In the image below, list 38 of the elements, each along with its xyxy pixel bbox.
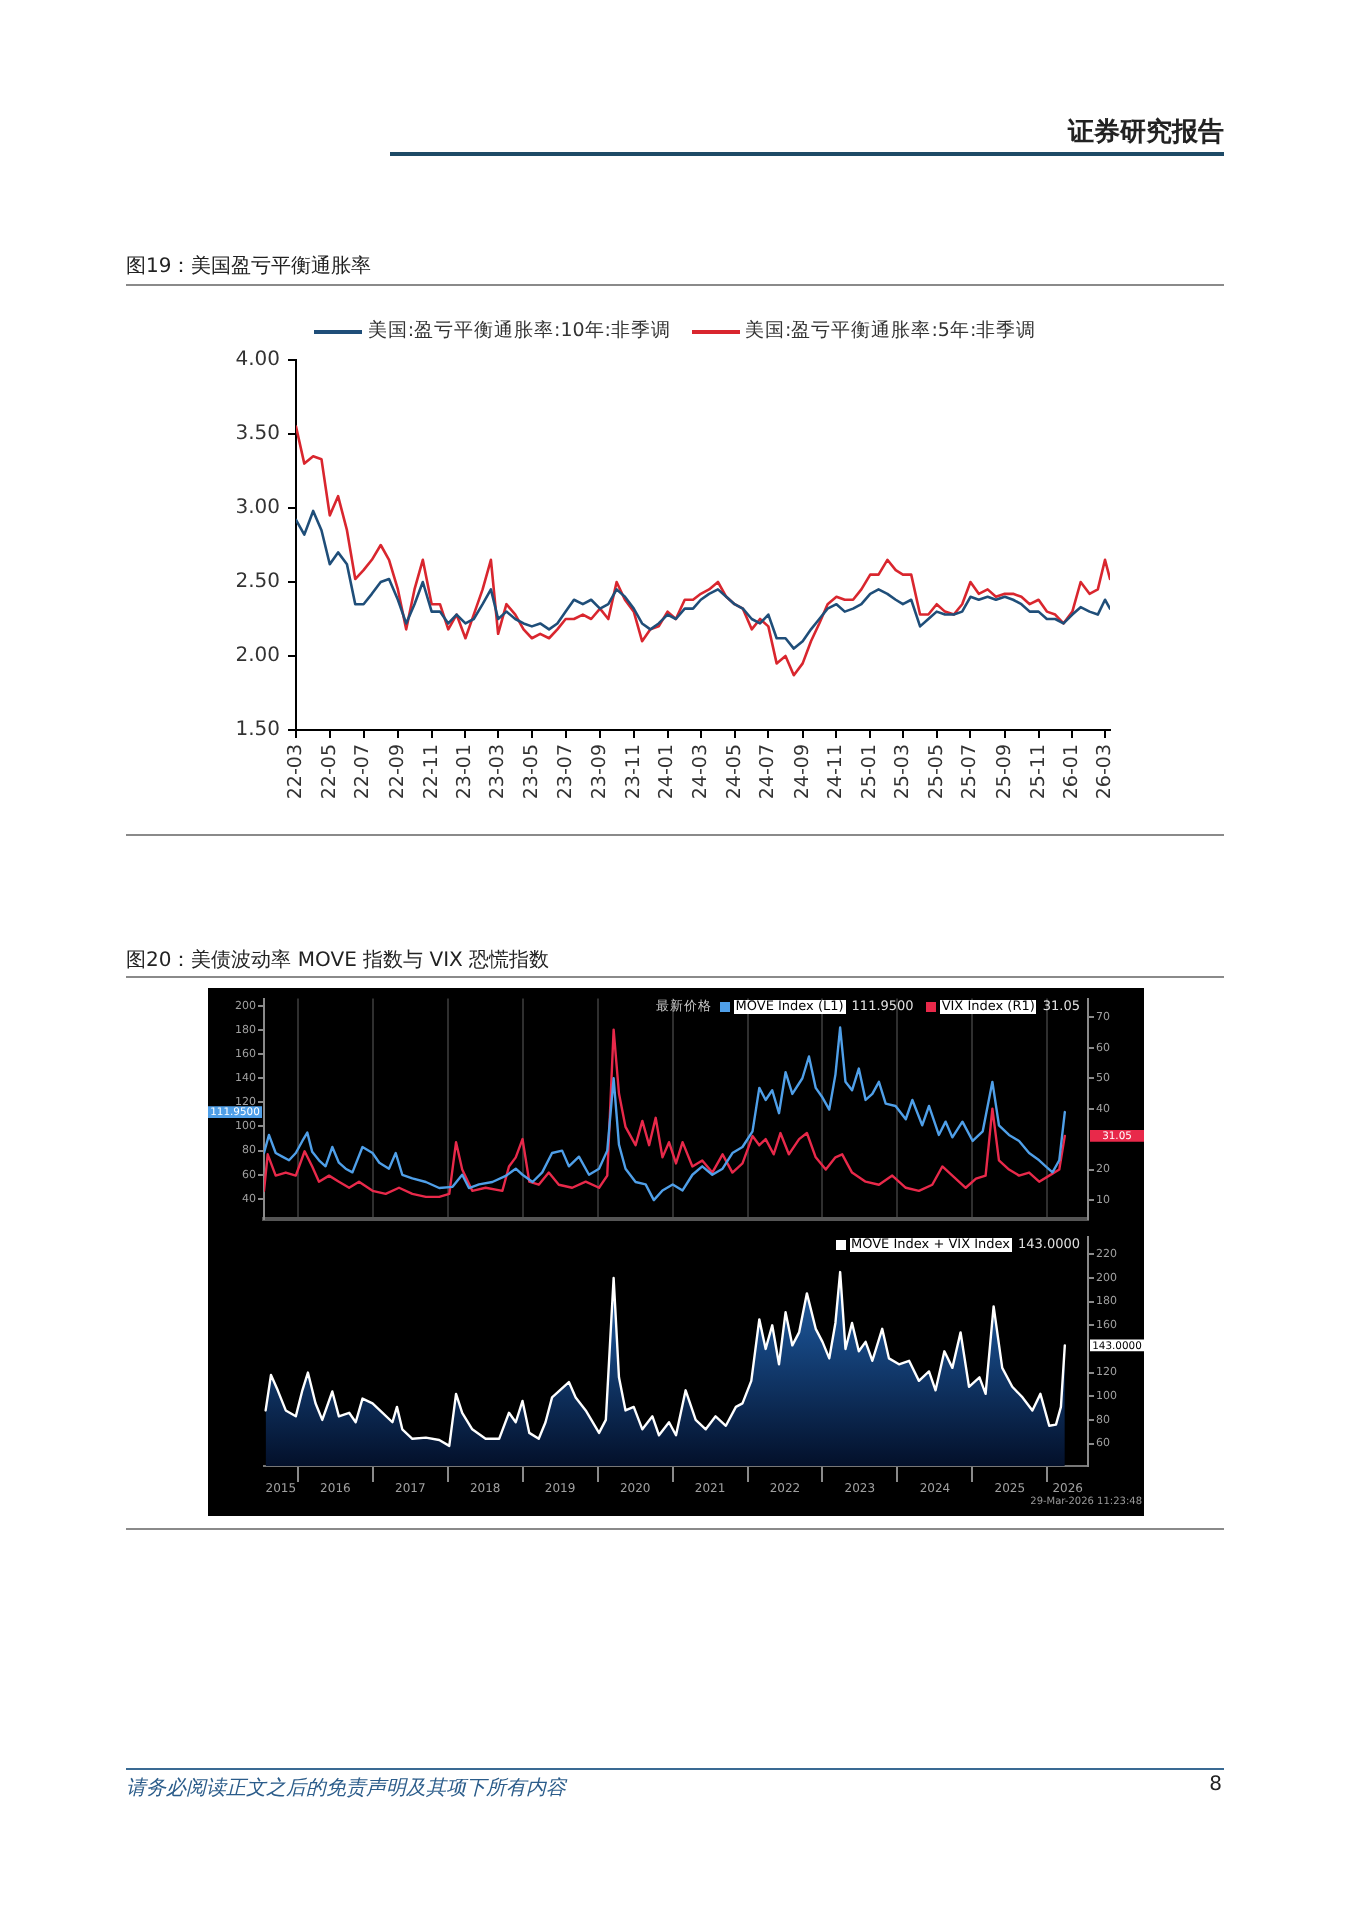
y-tick-label: 4.00 [235,349,280,372]
y-tick-label: 1.50 [235,719,280,742]
chart-title: 图19：美国盈亏平衡通胀率 [126,253,372,280]
x-tick-label: 25-11 [1027,744,1050,800]
y-tick-label: 2.50 [235,571,280,594]
text: 8 [1209,1774,1222,1796]
x-tick-label: 24-05 [723,744,746,800]
text: 证券研究报告 [1068,115,1224,150]
text: 请务必阅读正文之后的免责声明及其项下所有内容 [126,1775,566,1802]
x-tick-label: 23-01 [454,744,477,800]
x-tick-label: 26-03 [1093,744,1116,800]
x-tick-label: 25-03 [891,744,914,800]
x-tick-label: 22-09 [386,744,409,800]
x-tick-label: 23-11 [622,744,645,800]
x-tick-label: 24-01 [656,744,679,800]
x-tick-label: 22-05 [318,744,341,800]
x-tick-label: 22-07 [352,744,375,800]
x-tick-label: 23-07 [554,744,577,800]
x-tick-label: 24-09 [791,744,814,800]
x-tick-label: 24-11 [825,744,848,800]
legend-label: 美国:盈亏平衡通胀率:10年:非季调 [367,320,672,344]
chart-title: 图20：美债波动率 MOVE 指数与 VIX 恐慌指数 [126,947,550,974]
x-tick-label: 24-07 [757,744,780,800]
y-tick-label: 2.00 [235,645,280,668]
x-tick-label: 23-05 [520,744,543,800]
x-tick-label: 25-07 [959,744,982,800]
x-tick-label: 23-03 [487,744,510,800]
x-tick-label: 24-03 [689,744,712,800]
x-tick-label: 23-09 [588,744,611,800]
x-tick-label: 25-05 [925,744,948,800]
x-tick-label: 22-11 [420,744,443,800]
y-tick-label: 3.00 [235,497,280,520]
x-tick-label: 25-01 [859,744,882,800]
x-tick-label: 25-09 [993,744,1016,800]
x-tick-label: 26-01 [1061,744,1084,800]
legend-label: 美国:盈亏平衡通胀率:5年:非季调 [745,320,1037,344]
x-tick-label: 22-03 [284,744,307,800]
y-tick-label: 3.50 [235,423,280,446]
